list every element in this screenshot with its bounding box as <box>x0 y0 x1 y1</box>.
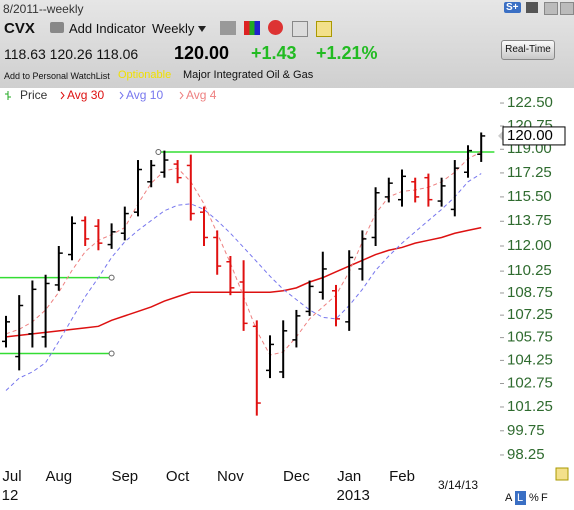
y-tick-label: 104.25 <box>507 351 553 368</box>
level-anchor <box>108 274 115 281</box>
y-tick-label: 101.25 <box>507 398 553 415</box>
symbol: CVX <box>4 20 35 37</box>
y-tick-label: 99.75 <box>507 422 545 439</box>
period[interactable]: Weekly <box>152 21 195 36</box>
legend-icon <box>60 91 65 100</box>
footer-button[interactable]: L <box>517 492 523 504</box>
y-tick-label: 108.75 <box>507 284 553 301</box>
x-tick-label: Oct <box>166 468 190 485</box>
icon[interactable] <box>544 2 558 15</box>
date-range: 8/2011--weekly <box>3 2 84 16</box>
last-price-label: 120.00 <box>507 127 553 144</box>
icon[interactable] <box>50 22 64 33</box>
legend-label: Price <box>20 88 48 102</box>
icon[interactable] <box>268 20 283 35</box>
y-tick-label: 113.75 <box>507 212 552 229</box>
y-tick-label: 107.25 <box>507 306 553 323</box>
change-pct: +1.21% <box>316 43 378 63</box>
dropdown-arrow[interactable] <box>198 26 206 32</box>
header: 8/2011--weekly S+ CVX Add Indicator Week… <box>0 0 574 88</box>
last-price-box <box>502 126 566 146</box>
date-label: 3/14/13 <box>438 478 478 492</box>
legend-label: Avg 4 <box>186 88 217 102</box>
chart: 122.50120.75119.00117.25115.50113.75112.… <box>0 88 569 505</box>
x-tick-label: Jul <box>2 468 21 485</box>
icon[interactable] <box>292 21 308 37</box>
y-tick-label: 110.25 <box>507 262 552 279</box>
y-tick-label: 115.50 <box>507 188 552 205</box>
x-tick-label: Dec <box>283 468 310 485</box>
badge[interactable]: S+ <box>504 2 521 13</box>
icon[interactable] <box>220 21 236 35</box>
icon[interactable] <box>244 21 260 35</box>
legend-label: Avg 30 <box>67 88 104 102</box>
moving-average <box>5 173 482 391</box>
optionable: Optionable <box>118 69 172 81</box>
icon[interactable] <box>316 21 332 37</box>
footer-button[interactable]: % <box>529 492 539 504</box>
legend-icon <box>119 91 124 100</box>
legend-icon <box>179 91 184 100</box>
level-anchor <box>108 350 115 357</box>
last-price: 120.00 <box>174 43 230 63</box>
x-tick-label: Feb <box>389 468 415 485</box>
y-tick-label: 98.25 <box>507 446 545 463</box>
footer-button[interactable]: F <box>541 492 548 504</box>
realtime-button[interactable]: Real-Time <box>501 40 555 60</box>
ohlc: 118.63 120.26 118.06 <box>4 46 139 62</box>
x-tick-label: Sep <box>111 468 138 485</box>
x-tick-label: Jan <box>337 468 361 485</box>
legend-icon <box>5 91 11 100</box>
y-tick-label: 112.00 <box>507 237 552 254</box>
add-indicator[interactable]: Add Indicator <box>69 21 146 36</box>
x-year-label: 12 <box>2 487 19 504</box>
icon[interactable] <box>560 2 574 15</box>
last-price-pointer <box>498 130 503 141</box>
watchlist-link[interactable]: Add to Personal WatchList <box>4 71 110 81</box>
legend-label: Avg 10 <box>126 88 163 102</box>
edit-icon <box>555 467 569 481</box>
level-anchor <box>155 148 162 155</box>
y-tick-label: 122.50 <box>507 94 553 111</box>
y-tick-label: 117.25 <box>507 164 552 181</box>
footer-button-bg <box>515 491 526 505</box>
icon[interactable] <box>526 2 538 13</box>
x-tick-label: Aug <box>45 468 72 485</box>
x-tick-label: Nov <box>217 468 244 485</box>
footer-button[interactable]: A <box>505 492 513 504</box>
y-tick-label: 105.75 <box>507 329 553 346</box>
x-year-label: 2013 <box>337 487 370 504</box>
change: +1.43 <box>251 43 297 63</box>
y-tick-label: 102.75 <box>507 374 553 391</box>
industry: Major Integrated Oil & Gas <box>183 69 314 81</box>
